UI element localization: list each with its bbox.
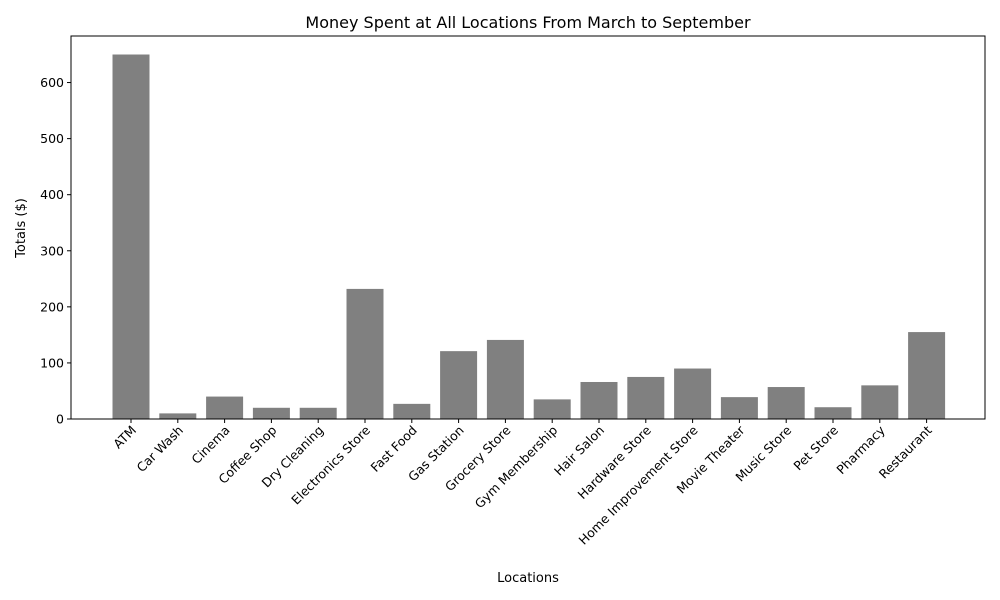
bar-coffee-shop bbox=[252, 407, 290, 419]
x-tick-label: ATM bbox=[110, 423, 139, 452]
y-tick-label: 500 bbox=[40, 131, 64, 146]
y-tick-label: 200 bbox=[40, 299, 64, 314]
x-tick-label: Cinema bbox=[188, 423, 232, 467]
bar-car-wash bbox=[159, 413, 197, 419]
chart-title: Money Spent at All Locations From March … bbox=[305, 13, 751, 32]
bar-restaurant bbox=[908, 332, 946, 419]
y-tick-label: 300 bbox=[40, 243, 64, 258]
y-tick-label: 100 bbox=[40, 355, 64, 370]
y-tick-label: 400 bbox=[40, 187, 64, 202]
bar-cinema bbox=[206, 396, 244, 419]
bar-music-store bbox=[767, 387, 805, 419]
bar-pharmacy bbox=[861, 385, 899, 419]
bar-grocery-store bbox=[486, 339, 524, 419]
bar-pet-store bbox=[814, 407, 852, 419]
y-axis: 0 100 200 300 400 500 600 bbox=[40, 75, 71, 427]
x-tick-label: Car Wash bbox=[133, 423, 185, 475]
bar-gas-station bbox=[440, 351, 478, 419]
x-axis-label: Locations bbox=[497, 571, 559, 586]
bar-movie-theater bbox=[720, 397, 758, 419]
bar-hair-salon bbox=[580, 381, 618, 419]
x-tick-label: Electronics Store bbox=[288, 422, 373, 507]
bar-fast-food bbox=[393, 403, 431, 419]
bars-group bbox=[112, 54, 946, 419]
bar-electronics-store bbox=[346, 288, 384, 419]
bar-hardware-store bbox=[627, 376, 665, 419]
bar-dry-cleaning bbox=[299, 407, 337, 419]
bar-home-improvement-store bbox=[674, 368, 712, 419]
x-tick-label: Gym Membership bbox=[472, 422, 561, 511]
bar-atm bbox=[112, 54, 150, 419]
plot-frame bbox=[70, 35, 986, 420]
y-tick-label: 600 bbox=[40, 75, 64, 90]
y-axis-label: Totals ($) bbox=[14, 198, 29, 259]
bar-gym-membership bbox=[533, 399, 571, 419]
y-tick-label: 0 bbox=[56, 412, 64, 427]
